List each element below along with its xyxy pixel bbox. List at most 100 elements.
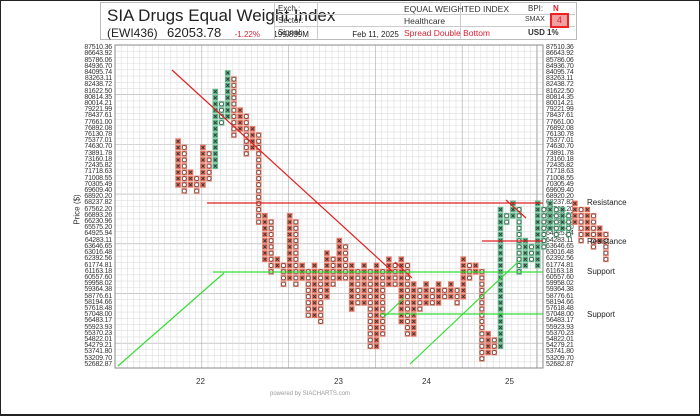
y-label-left: 82438.72 bbox=[84, 81, 112, 89]
y-label-left: 55923.93 bbox=[84, 323, 112, 331]
signal-value: Spread Double Bottom bbox=[404, 28, 490, 38]
y-label-right: 76130.78 bbox=[546, 131, 574, 139]
y-label-left: 66893.26 bbox=[84, 211, 112, 219]
y-label-left: 84095.74 bbox=[84, 68, 112, 76]
y-label-right: 71718.63 bbox=[546, 168, 574, 176]
y-label-right: 58776.61 bbox=[546, 292, 574, 300]
y-label-left: 64925.94 bbox=[84, 230, 112, 238]
y-label-left: 78437.61 bbox=[84, 112, 112, 120]
y-label-left: 76130.78 bbox=[84, 131, 112, 139]
y-label-right: 56483.17 bbox=[546, 317, 574, 325]
y-label-right: 54279.21 bbox=[546, 342, 574, 350]
y-label-left: 79221.99 bbox=[84, 106, 112, 114]
resistance-label-2: Resistance bbox=[587, 237, 627, 246]
y-label-left: 58194.66 bbox=[84, 298, 112, 306]
y-label-right: 63646.65 bbox=[546, 242, 574, 250]
y-label-right: 62392.56 bbox=[546, 255, 574, 263]
y-label-left: 70305.49 bbox=[84, 180, 112, 188]
y-label-left: 68920.20 bbox=[84, 193, 112, 201]
y-label-right: 70305.49 bbox=[546, 180, 574, 188]
y-label-right: 64925.94 bbox=[546, 230, 574, 238]
x-tick-25: 25 bbox=[505, 377, 514, 386]
y-label-left: 64283.11 bbox=[84, 236, 112, 244]
support-label-1: Support bbox=[587, 267, 616, 276]
bpi-value: N bbox=[553, 4, 559, 13]
y-label-left: 61163.18 bbox=[84, 267, 112, 275]
y-label-right: 61163.18 bbox=[546, 267, 574, 275]
y-label-right: 72435.82 bbox=[546, 162, 574, 170]
y-label-left: 85786.06 bbox=[84, 56, 112, 64]
y-label-left: 61774.81 bbox=[84, 261, 112, 269]
chart-title: SIA Drugs Equal Weight Index bbox=[107, 6, 336, 25]
y-label-left: 58776.61 bbox=[84, 292, 112, 300]
y-label-left: 54279.21 bbox=[84, 342, 112, 350]
volume: 199.839M bbox=[273, 30, 309, 39]
y-label-left: 60557.60 bbox=[84, 273, 112, 281]
y-label-right: 80014.21 bbox=[546, 100, 574, 107]
support-label-2: Support bbox=[587, 310, 616, 319]
y-label-left: 84936.70 bbox=[84, 62, 112, 70]
sector-value: Healthcare bbox=[404, 16, 446, 26]
last-price: 62053.78 bbox=[167, 25, 222, 40]
y-label-left: 59364.38 bbox=[84, 286, 112, 294]
bpi-label: BPI: bbox=[528, 4, 544, 13]
y-label-right: 80814.35 bbox=[546, 93, 574, 101]
y-label-right: 58194.66 bbox=[546, 298, 574, 306]
y-label-right: 64283.11 bbox=[546, 236, 574, 244]
y-label-left: 53209.70 bbox=[84, 354, 112, 362]
y-label-left: 74630.70 bbox=[84, 143, 112, 151]
y-label-right: 55923.93 bbox=[546, 323, 574, 331]
y-label-left: 63646.65 bbox=[84, 242, 112, 250]
y-label-left: 71008.55 bbox=[84, 174, 112, 182]
y-label-right: 53741.80 bbox=[546, 348, 574, 356]
y-label-left: 66230.96 bbox=[84, 218, 112, 226]
y-label-right: 57048.00 bbox=[546, 311, 574, 319]
y-label-left: 52682.87 bbox=[84, 360, 112, 368]
quote-date: Feb 11, 2025 bbox=[352, 30, 399, 39]
footer-credit: powered by SIACHARTS.com bbox=[270, 391, 350, 397]
y-label-right: 52682.87 bbox=[546, 360, 574, 368]
x-tick-23: 23 bbox=[334, 377, 343, 386]
y-label-right: 68237.82 bbox=[546, 199, 574, 207]
y-label-right: 82438.72 bbox=[546, 81, 574, 89]
y-label-left: 80014.21 bbox=[84, 100, 112, 107]
symbol: (EWI436) bbox=[107, 26, 158, 40]
header-panel: SIA Drugs Equal Weight Index (EWI436) 62… bbox=[100, 2, 577, 40]
y-label-left: 56483.17 bbox=[84, 317, 112, 325]
y-label-left: 63016.48 bbox=[84, 249, 112, 257]
signal-label: Signal: bbox=[278, 28, 303, 37]
y-label-left: 71718.63 bbox=[84, 168, 112, 176]
y-label-left: 67562.20 bbox=[84, 205, 112, 213]
y-label-left: 81622.50 bbox=[84, 87, 112, 95]
y-label-right: 61774.81 bbox=[546, 261, 574, 269]
exch-label: Exch.: bbox=[278, 4, 301, 13]
sector-label: Sector: bbox=[278, 16, 304, 25]
y-label-right: 60557.60 bbox=[546, 273, 574, 281]
y-label-left: 53741.80 bbox=[84, 348, 112, 356]
smax-value: 4 bbox=[550, 13, 569, 28]
smax-label: SMAX bbox=[525, 16, 545, 23]
y-label-right: 83263.11 bbox=[546, 75, 574, 83]
resistance-label-1: Resistance bbox=[587, 198, 627, 207]
y-label-right: 74630.70 bbox=[546, 143, 574, 151]
usd-value: 1% bbox=[547, 28, 559, 37]
y-label-right: 69609.40 bbox=[546, 186, 574, 194]
y-label-right: 84936.70 bbox=[546, 62, 574, 70]
y-label-left: 87510.36 bbox=[84, 44, 112, 52]
quote-line: (EWI436) 62053.78 -1.22% 199.839M Feb 11… bbox=[107, 25, 399, 40]
y-label-right: 73891.78 bbox=[546, 149, 574, 157]
y-label-right: 59364.38 bbox=[546, 286, 574, 294]
y-label-right: 59958.02 bbox=[546, 280, 574, 288]
y-label-left: 80814.35 bbox=[84, 93, 112, 101]
y-label-right: 63016.48 bbox=[546, 249, 574, 257]
y-label-left: 73160.18 bbox=[84, 155, 112, 163]
y-label-left: 65575.20 bbox=[84, 224, 112, 232]
y-label-right: 73160.18 bbox=[546, 155, 574, 163]
y-label-right: 86643.92 bbox=[546, 50, 574, 58]
y-label-right: 75377.01 bbox=[546, 137, 574, 145]
y-label-left: 57618.48 bbox=[84, 304, 112, 312]
y-label-right: 53209.70 bbox=[546, 354, 574, 362]
y-label-left: 83263.11 bbox=[84, 75, 112, 83]
y-label-left: 72435.82 bbox=[84, 162, 112, 170]
y-label-left: 68237.82 bbox=[84, 199, 112, 207]
